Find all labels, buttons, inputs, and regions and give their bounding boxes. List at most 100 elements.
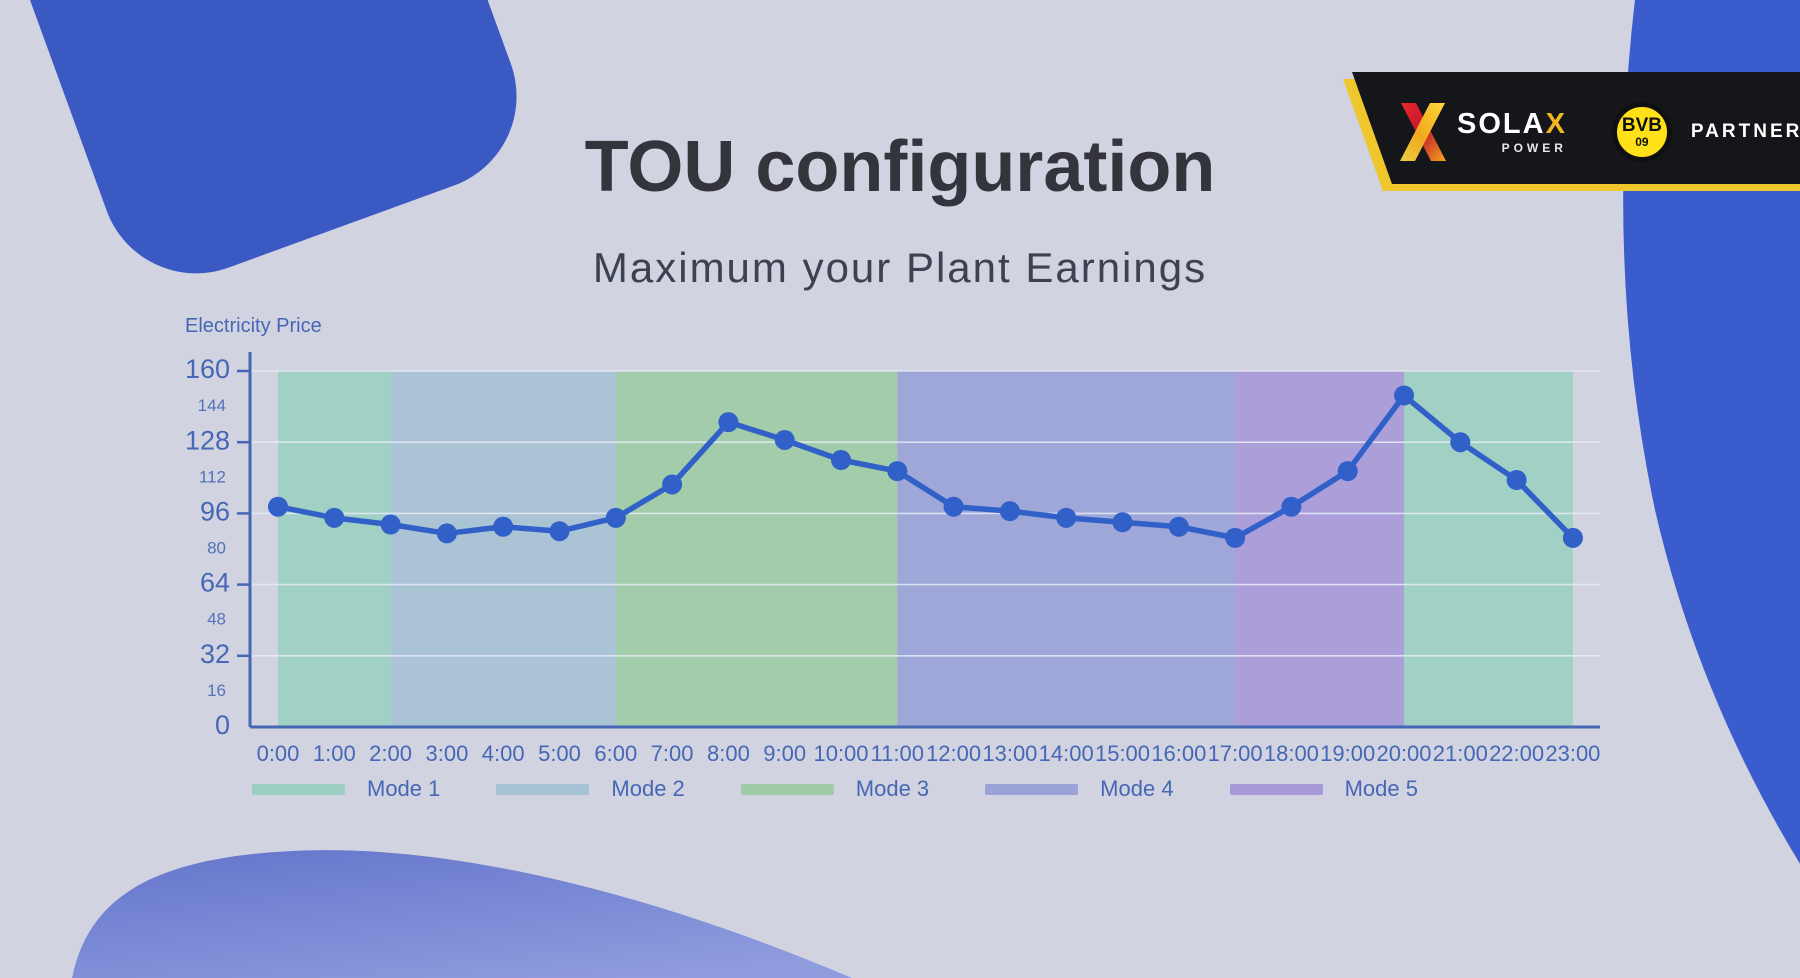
partner-label: PARTNER [1690, 121, 1800, 142]
y-tick-label-128: 128 [185, 425, 230, 455]
y-minor-label-48: 48 [207, 610, 226, 629]
price-point-13:00 [999, 501, 1020, 522]
bvb-logo-text: BVB [1621, 115, 1662, 136]
price-point-23:00 [1562, 527, 1583, 548]
price-point-6:00 [605, 507, 626, 528]
legend-item-mode-5: Mode 5 [1229, 776, 1418, 802]
mode-band-mode-1 [1404, 371, 1573, 727]
legend-item-mode-1: Mode 1 [252, 776, 440, 802]
y-tick-label-64: 64 [200, 568, 230, 598]
price-point-14:00 [1056, 507, 1077, 528]
price-point-9:00 [774, 429, 795, 450]
page-title: TOU configuration [584, 127, 1216, 207]
price-point-2:00 [380, 514, 401, 535]
price-point-1:00 [324, 507, 345, 528]
legend-label: Mode 5 [1344, 776, 1418, 801]
y-axis-title: Electricity Price [185, 315, 322, 337]
legend-swatch [1229, 783, 1323, 795]
y-tick-label-0: 0 [215, 710, 230, 740]
x-tick-label-4:00: 4:00 [482, 741, 525, 766]
banner-background [1352, 72, 1800, 184]
x-tick-label-22:00: 22:00 [1489, 741, 1544, 766]
decor-rounded-square-top-left [13, 0, 517, 274]
price-point-10:00 [831, 450, 851, 470]
x-tick-label-0:00: 0:00 [257, 741, 300, 766]
price-point-19:00 [1337, 461, 1358, 482]
legend-swatch [252, 783, 345, 795]
x-tick-label-7:00: 7:00 [651, 741, 694, 766]
partner-banner: SOLAX POWER BVB 09 PARTNER [1398, 94, 1800, 170]
solax-x-logo-icon [1400, 103, 1446, 161]
x-tick-label-6:00: 6:00 [594, 741, 637, 766]
solax-word-x: X [1545, 108, 1567, 140]
mode-band-mode-3 [615, 371, 898, 727]
x-tick-label-12:00: 12:00 [926, 741, 981, 766]
price-point-16:00 [1168, 516, 1189, 537]
price-point-22:00 [1506, 470, 1527, 491]
x-tick-label-9:00: 9:00 [763, 741, 806, 766]
y-tick-label-160: 160 [185, 354, 230, 384]
legend-swatch [740, 783, 834, 795]
price-point-18:00 [1281, 496, 1302, 517]
decor-blob-right [1623, 0, 1800, 864]
legend-item-mode-3: Mode 3 [740, 776, 930, 802]
x-tick-label-3:00: 3:00 [425, 741, 468, 766]
price-point-8:00 [718, 412, 739, 433]
solax-power-label: POWER [1501, 141, 1567, 155]
x-tick-label-13:00: 13:00 [982, 741, 1037, 766]
solax-wordmark: SOLAX POWER [1457, 108, 1567, 155]
x-tick-label-8:00: 8:00 [707, 741, 750, 766]
legend-item-mode-2: Mode 2 [496, 776, 685, 802]
price-point-20:00 [1394, 385, 1414, 406]
bvb-logo: BVB 09 [1611, 102, 1672, 162]
x-tick-label-11:00: 11:00 [871, 741, 924, 766]
legend-label: Mode 2 [611, 776, 685, 801]
y-minor-label-112: 112 [199, 467, 226, 486]
y-minor-label-144: 144 [198, 396, 226, 415]
x-tick-label-18:00: 18:00 [1264, 741, 1319, 766]
price-point-3:00 [436, 523, 457, 544]
legend-label: Mode 1 [367, 776, 441, 801]
price-point-7:00 [662, 474, 683, 495]
bvb-logo-number: 09 [1635, 135, 1649, 149]
x-tick-label-23:00: 23:00 [1545, 741, 1600, 766]
x-tick-label-16:00: 16:00 [1151, 741, 1206, 766]
legend-swatch [496, 783, 590, 795]
legend-label: Mode 3 [855, 776, 930, 801]
price-point-15:00 [1112, 512, 1133, 533]
mode-band-mode-1 [278, 371, 391, 727]
price-point-21:00 [1450, 432, 1471, 453]
solax-word-main: SOLA [1457, 108, 1546, 140]
legend-swatch [985, 783, 1079, 795]
y-minor-label-16: 16 [207, 681, 226, 700]
y-tick-label-32: 32 [200, 639, 230, 669]
price-point-12:00 [943, 496, 964, 517]
price-point-17:00 [1225, 527, 1246, 548]
y-minor-label-80: 80 [207, 538, 226, 557]
price-point-11:00 [887, 461, 908, 482]
price-point-0:00 [268, 496, 288, 517]
legend-label: Mode 4 [1100, 776, 1174, 801]
x-tick-label-15:00: 15:00 [1095, 741, 1150, 766]
mode-band-mode-2 [390, 371, 616, 727]
chart-legend: Mode 1 Mode 2 Mode 3 Mode 4 Mode 5 [252, 776, 1474, 802]
price-point-4:00 [493, 516, 514, 537]
x-tick-label-20:00: 20:00 [1376, 741, 1431, 766]
x-tick-label-2:00: 2:00 [369, 741, 412, 766]
x-tick-label-14:00: 14:00 [1039, 741, 1094, 766]
y-tick-label-96: 96 [200, 497, 230, 527]
x-tick-label-1:00: 1:00 [313, 741, 356, 766]
decor-blob-bottom-left [72, 850, 853, 978]
x-tick-label-19:00: 19:00 [1320, 741, 1375, 766]
price-point-5:00 [549, 521, 570, 542]
x-tick-label-17:00: 17:00 [1208, 741, 1263, 766]
page-subtitle: Maximum your Plant Earnings [592, 244, 1208, 291]
legend-item-mode-4: Mode 4 [985, 776, 1174, 802]
x-tick-label-5:00: 5:00 [538, 741, 581, 766]
mode-band-mode-5 [1235, 371, 1404, 727]
mode-band-mode-4 [897, 371, 1236, 727]
x-tick-label-10:00: 10:00 [813, 741, 868, 766]
